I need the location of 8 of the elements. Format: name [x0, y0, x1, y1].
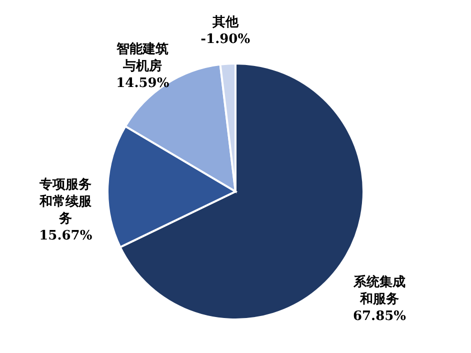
- slice-label: 其他: [211, 14, 240, 30]
- data-label: 14.59%: [116, 76, 170, 92]
- slice-label: 智能建筑与机房: [116, 41, 169, 74]
- slice-label: 系统集成和服务: [352, 274, 406, 307]
- text: -1.90%: [200, 32, 251, 47]
- slice-label: 专项服务和常续服务: [38, 176, 93, 226]
- data-label: 15.67%: [39, 228, 93, 244]
- data-label: 67.85%: [352, 308, 407, 324]
